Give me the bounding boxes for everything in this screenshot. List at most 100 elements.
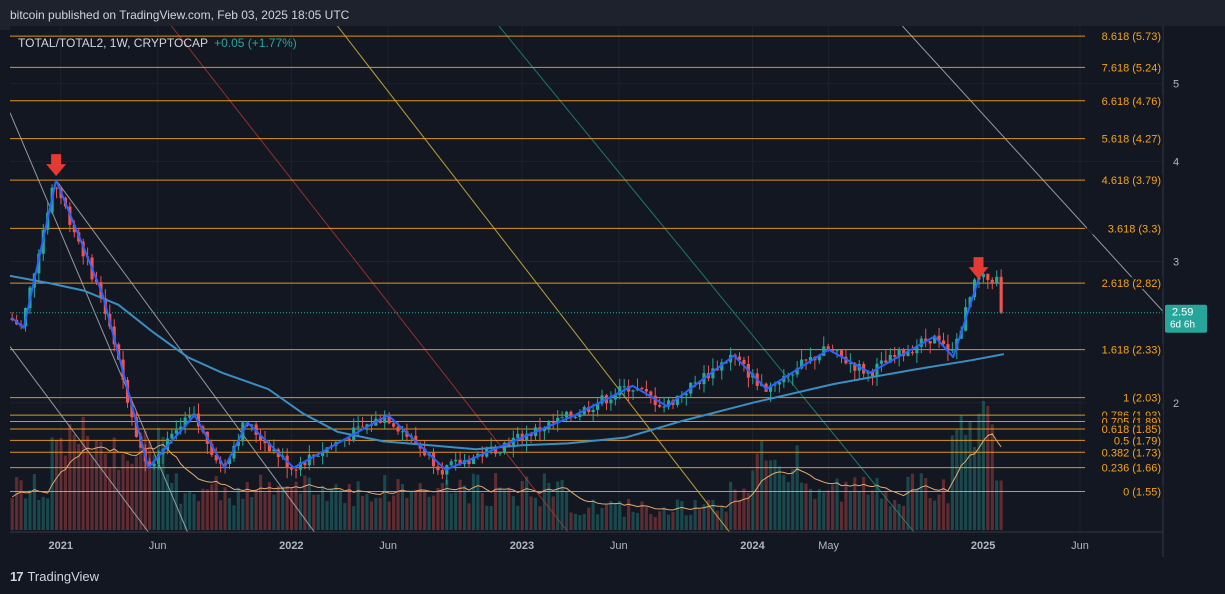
volume-bar: [817, 489, 821, 530]
candle-body: [893, 354, 897, 357]
volume-bar: [972, 447, 977, 530]
volume-bar: [720, 506, 724, 530]
volume-bar: [303, 475, 307, 530]
volume-bar: [258, 474, 263, 530]
volume-bar: [143, 430, 147, 530]
volume-bar: [19, 480, 23, 530]
candle-body: [316, 455, 320, 457]
volume-bar: [458, 479, 462, 530]
volume-bar: [862, 476, 866, 530]
candle-body: [511, 437, 515, 448]
volume-bar: [640, 501, 644, 530]
fib-levels: [10, 35, 1085, 493]
volume-bar: [525, 476, 529, 530]
volume-bar: [210, 484, 214, 530]
volume-bar: [369, 501, 373, 530]
volume-bar: [223, 487, 227, 530]
candle-body: [272, 449, 276, 452]
tradingview-logo[interactable]: 17 TradingView: [10, 569, 99, 584]
candle-body: [950, 349, 954, 351]
volume-bar: [254, 489, 258, 530]
volume-bar: [312, 494, 316, 530]
volume-bar: [884, 490, 888, 530]
fib-label-bg: [1087, 132, 1163, 145]
volume-bar: [298, 493, 303, 530]
fib-label: 5.618 (4.27): [1102, 134, 1161, 146]
publish-header: bitcoin published on TradingView.com, Fe…: [0, 0, 1225, 30]
candle-body: [933, 335, 937, 344]
candle-body: [711, 368, 715, 379]
volume-bar: [68, 424, 72, 530]
candle-body: [644, 388, 648, 392]
price-badge-value: 2.59: [1172, 307, 1193, 319]
volume-bar: [294, 481, 298, 530]
candle-body: [170, 433, 174, 439]
volume-bar: [680, 500, 684, 530]
volume-bar: [556, 481, 560, 530]
zigzag-line: [11, 179, 980, 471]
volume-bar: [751, 470, 755, 530]
fib-label-bg: [1087, 422, 1163, 435]
volume-bar: [538, 506, 542, 530]
volume-bar: [941, 479, 946, 530]
volume-bar: [959, 415, 963, 530]
fib-label-bg: [1087, 391, 1163, 404]
candle-body: [919, 338, 923, 347]
volume-bar: [165, 474, 169, 530]
candle-body: [467, 460, 471, 465]
candle-body: [556, 417, 560, 423]
moving-average-line: [9, 274, 1005, 451]
fib-label: 7.618 (5.24): [1102, 62, 1161, 74]
price-axis[interactable]: [1163, 26, 1225, 557]
volume-bar: [321, 485, 325, 530]
volume-bar: [893, 499, 897, 530]
volume-bar: [693, 500, 697, 530]
candle-body: [822, 346, 826, 356]
volume-bar: [494, 473, 498, 530]
candle-body: [560, 417, 564, 419]
volume-bar: [462, 485, 467, 530]
candle-body: [675, 395, 679, 405]
fib-level-labels: 8.618 (5.73) 7.618 (5.24) 6.618 (4.76) 5.61…: [1087, 30, 1163, 499]
candle-body: [498, 451, 502, 454]
candle-body: [613, 395, 617, 400]
volume-bar: [360, 495, 365, 530]
volume-bar: [915, 488, 919, 530]
candle-body: [365, 424, 369, 428]
candle-body: [587, 407, 591, 413]
volume-bar: [334, 484, 338, 530]
tradingview-brand-name: TradingView: [27, 569, 100, 584]
volume-bar: [529, 496, 533, 530]
volume-bar: [236, 487, 240, 530]
chart-area[interactable]: 2 3 4 5 2021 Jun 2022 Jun 2023 Jun 2024 May 2025 Jun…: [9, 25, 1225, 557]
candle-body: [551, 422, 555, 424]
symbol-info[interactable]: TOTAL/TOTAL2, 1W, CRYPTOCAP +0.05 (+1.77%…: [18, 36, 297, 50]
volume-bar: [746, 492, 750, 530]
price-axis-ticks: 2 3 4 5: [1173, 79, 1179, 410]
price-badge-bg: [1165, 304, 1207, 333]
candle-body: [250, 424, 254, 426]
volume-bar: [928, 498, 932, 530]
diag-yellow: [337, 25, 730, 533]
volume-bar: [995, 480, 999, 530]
volume-bars: [10, 400, 1003, 530]
volume-bar: [400, 483, 405, 530]
fib-label-bg: [1087, 30, 1163, 43]
volume-bar: [618, 500, 622, 530]
candle-body: [995, 276, 999, 284]
chart-svg[interactable]: 2 3 4 5 2021 Jun 2022 Jun 2023 Jun 2024 May 2025 Jun…: [9, 25, 1225, 557]
fib-label-bg: [1087, 446, 1163, 459]
candle-body: [693, 382, 697, 384]
fib-label: 6.618 (4.76): [1102, 96, 1161, 108]
time-tick-label: 2025: [971, 540, 995, 552]
fib-label-bg: [1087, 277, 1163, 290]
volume-bar: [875, 477, 879, 530]
fib-label: 0.5 (1.79): [1114, 435, 1161, 447]
time-tick-label: Jun: [610, 540, 628, 552]
candle-body: [290, 468, 294, 470]
volume-bar: [578, 515, 582, 530]
volume-bar: [773, 459, 777, 530]
candle-body: [360, 426, 365, 428]
volume-bar: [396, 479, 400, 530]
volume-bar: [32, 474, 36, 530]
